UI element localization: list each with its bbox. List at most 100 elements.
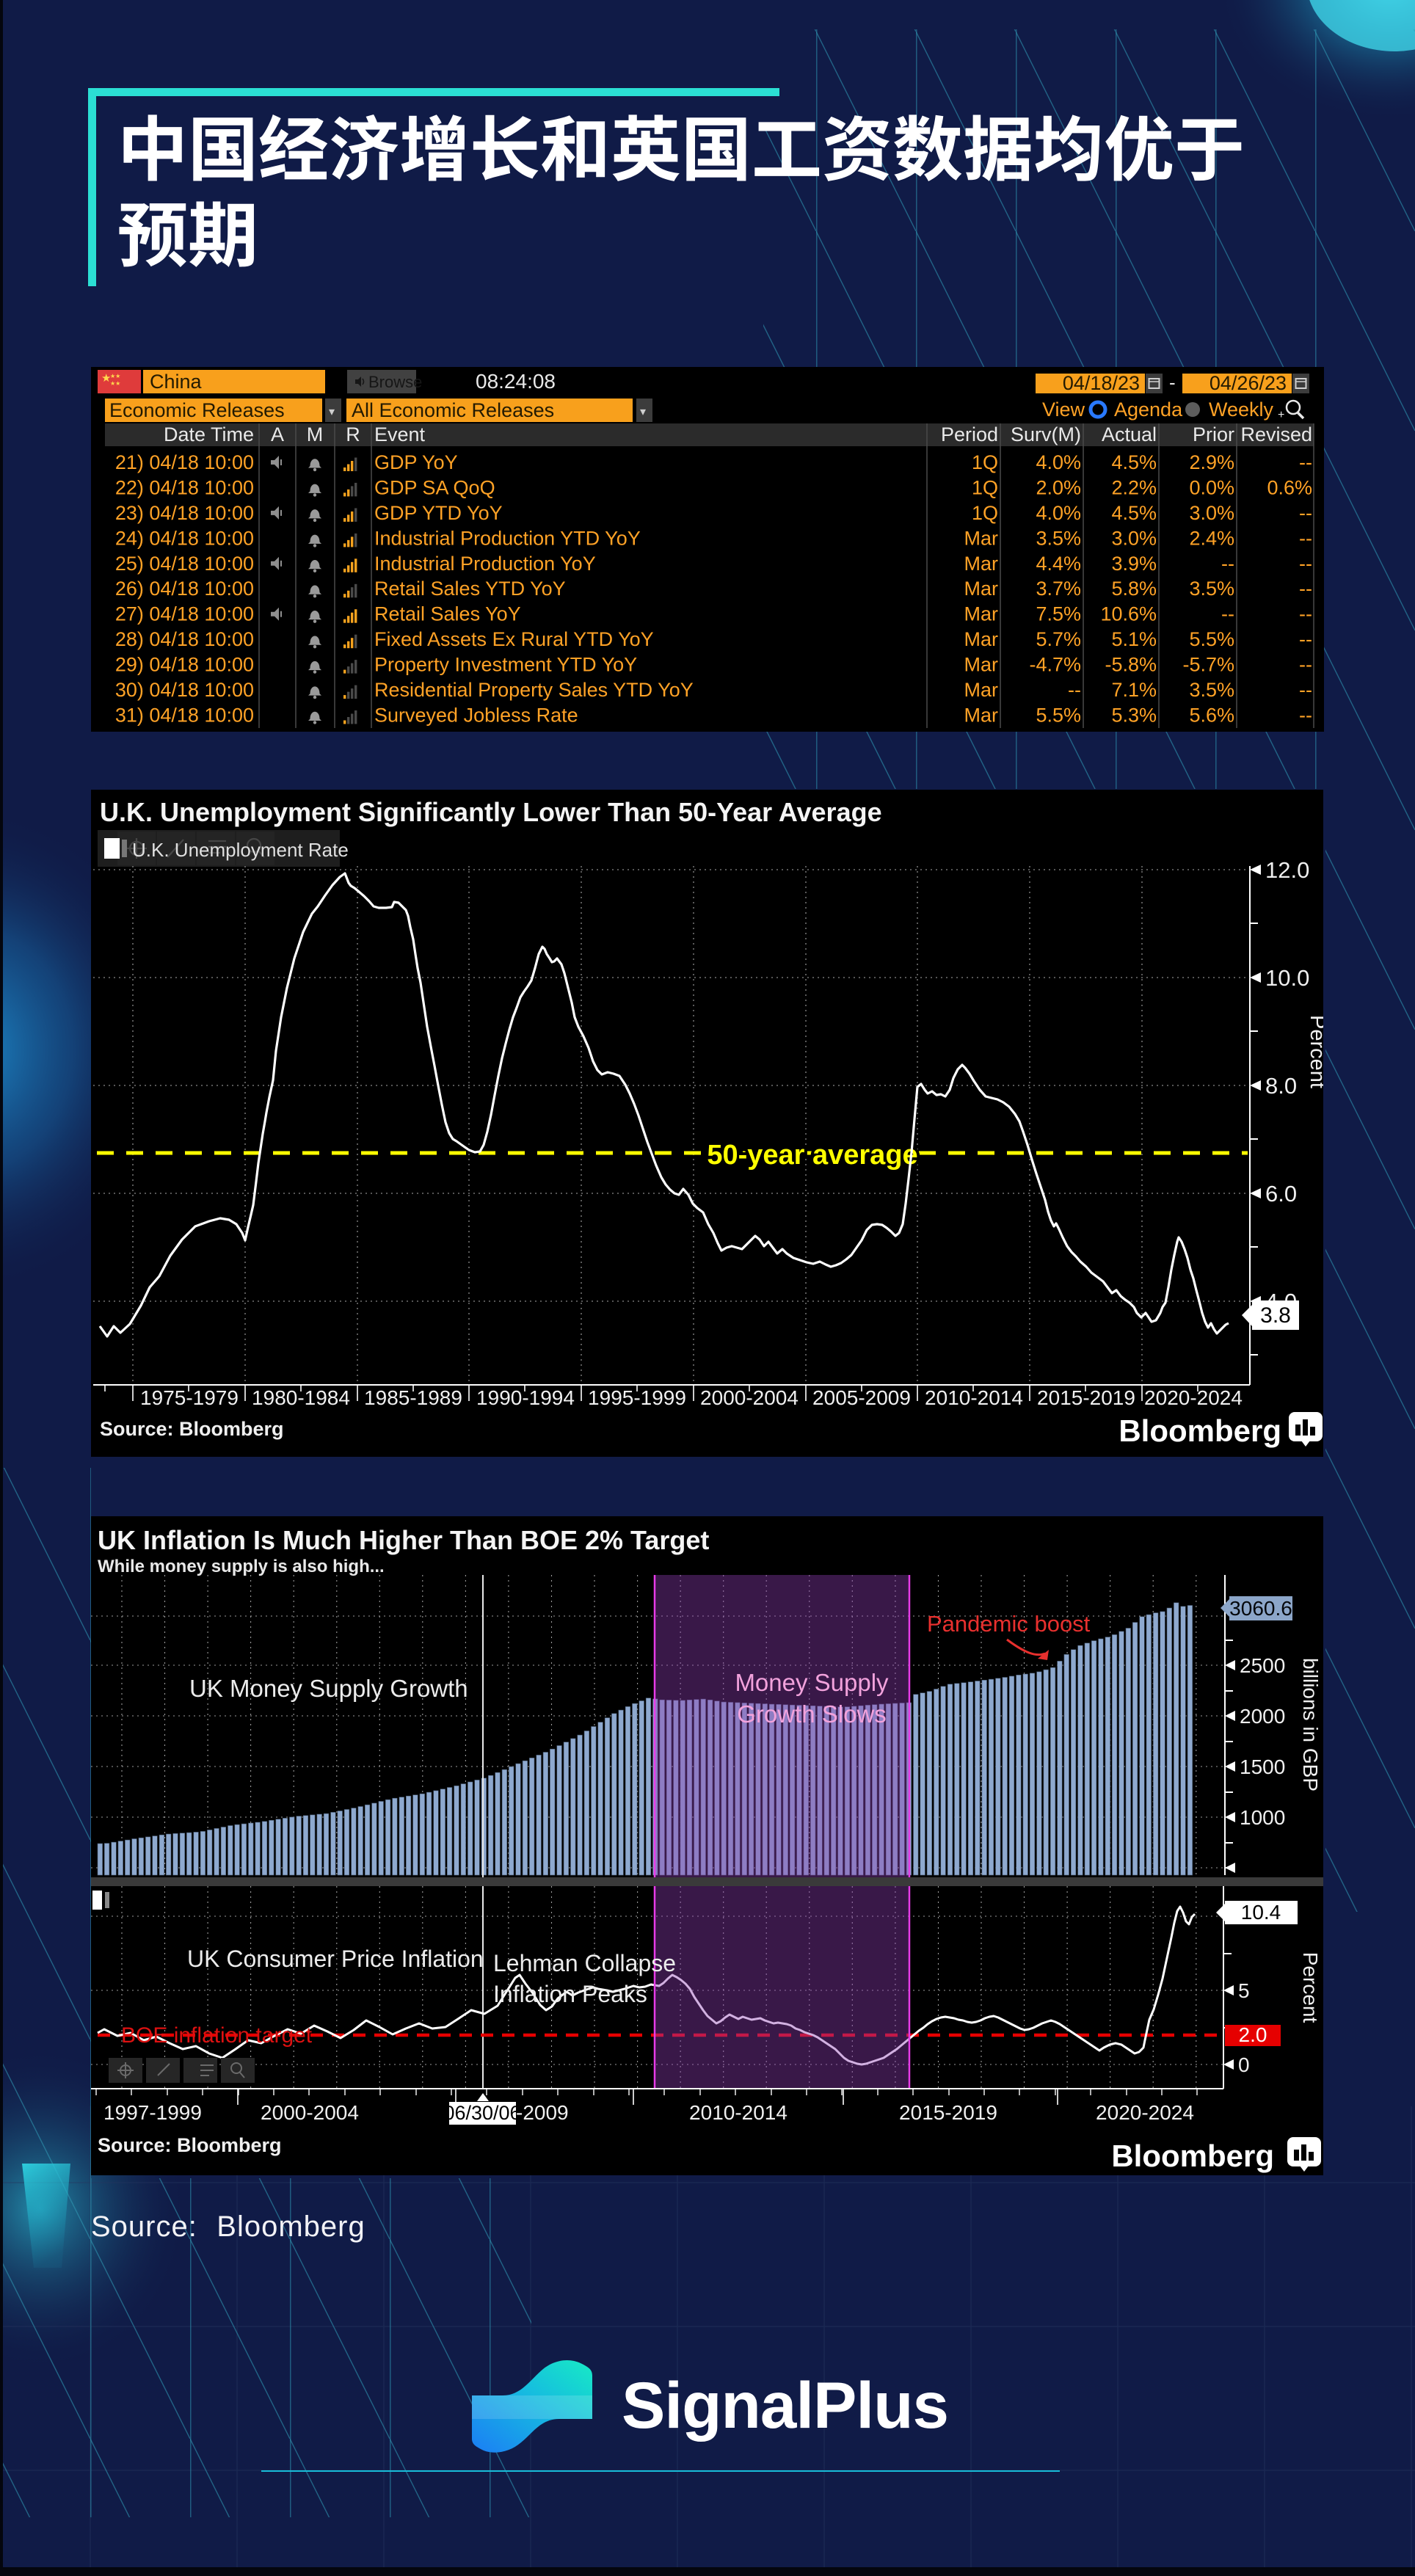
- svg-text:★★: ★★: [110, 380, 120, 387]
- svg-text:7.1%: 7.1%: [1111, 679, 1157, 701]
- svg-text:1Q: 1Q: [972, 502, 998, 524]
- svg-text:-2009: -2009: [516, 2101, 569, 2124]
- svg-text:2000-2004: 2000-2004: [261, 2101, 359, 2124]
- svg-text:Weekly: Weekly: [1209, 399, 1274, 421]
- svg-text:Actual: Actual: [1102, 423, 1157, 445]
- svg-text:--: --: [1299, 679, 1312, 701]
- svg-text:★: ★: [101, 372, 111, 385]
- svg-text:3.5%: 3.5%: [1036, 527, 1081, 549]
- svg-text:Residential Property Sales YTD: Residential Property Sales YTD YoY: [374, 679, 694, 701]
- svg-text:2.9%: 2.9%: [1189, 451, 1234, 473]
- svg-text:-4.7%: -4.7%: [1029, 654, 1081, 676]
- svg-text:▾: ▾: [329, 406, 335, 418]
- svg-text:1Q: 1Q: [972, 451, 998, 473]
- svg-text:▾: ▾: [640, 406, 646, 418]
- svg-text:4.5%: 4.5%: [1111, 451, 1157, 473]
- svg-text:7.5%: 7.5%: [1036, 603, 1081, 625]
- svg-text:All Economic Releases: All Economic Releases: [352, 399, 554, 421]
- svg-text:6.0: 6.0: [1265, 1181, 1297, 1207]
- svg-text:5.1%: 5.1%: [1111, 628, 1157, 650]
- svg-text:-5.8%: -5.8%: [1105, 654, 1157, 676]
- svg-text:Mar: Mar: [964, 628, 999, 650]
- svg-text:Mar: Mar: [964, 705, 999, 727]
- svg-text:Growth Slows: Growth Slows: [737, 1700, 887, 1728]
- svg-text:Economic Releases: Economic Releases: [109, 399, 285, 421]
- svg-text:Date Time: Date Time: [164, 423, 254, 445]
- svg-text:5.5%: 5.5%: [1036, 705, 1081, 727]
- svg-text:UK Money Supply Growth: UK Money Supply Growth: [189, 1675, 468, 1702]
- svg-text:25) 04/18 10:00: 25) 04/18 10:00: [115, 553, 254, 575]
- svg-text:1985-1989: 1985-1989: [364, 1386, 462, 1409]
- svg-text:Agenda: Agenda: [1114, 399, 1183, 421]
- svg-text:Lehman Collapse: Lehman Collapse: [493, 1950, 676, 1976]
- svg-text:1500: 1500: [1240, 1755, 1285, 1778]
- svg-text:Retail Sales YTD YoY: Retail Sales YTD YoY: [374, 578, 566, 600]
- svg-text:1980-1984: 1980-1984: [252, 1386, 350, 1409]
- svg-text:4.4%: 4.4%: [1036, 553, 1081, 575]
- svg-text:Money Supply: Money Supply: [735, 1669, 889, 1696]
- svg-text:Source: Bloomberg: Source: Bloomberg: [98, 2134, 282, 2156]
- svg-text:5.6%: 5.6%: [1189, 705, 1234, 727]
- svg-text:10.6%: 10.6%: [1100, 603, 1157, 625]
- svg-text:China: China: [150, 371, 203, 393]
- svg-text:0: 0: [1238, 2053, 1250, 2076]
- svg-text:5.8%: 5.8%: [1111, 578, 1157, 600]
- svg-text:Mar: Mar: [964, 553, 999, 575]
- svg-text:26) 04/18 10:00: 26) 04/18 10:00: [115, 578, 254, 600]
- svg-text:Mar: Mar: [964, 603, 999, 625]
- svg-text:27) 04/18 10:00: 27) 04/18 10:00: [115, 603, 254, 625]
- svg-text:04/26/23: 04/26/23: [1210, 372, 1287, 394]
- svg-text:Revised: Revised: [1240, 423, 1312, 445]
- svg-text:3.5%: 3.5%: [1189, 679, 1234, 701]
- svg-text:3.0%: 3.0%: [1111, 527, 1157, 549]
- svg-text:Pandemic boost: Pandemic boost: [927, 1611, 1091, 1637]
- svg-text:8.0: 8.0: [1265, 1073, 1297, 1099]
- svg-text:Mar: Mar: [964, 578, 999, 600]
- svg-text:5: 5: [1238, 1979, 1250, 2002]
- svg-text:Percent: Percent: [1306, 1015, 1323, 1088]
- svg-text:06/30/06: 06/30/06: [443, 2102, 520, 2124]
- svg-text:GDP YTD YoY: GDP YTD YoY: [374, 502, 503, 524]
- svg-text:Prior: Prior: [1193, 423, 1234, 445]
- svg-text:Industrial Production YoY: Industrial Production YoY: [374, 553, 596, 575]
- svg-text:10.0: 10.0: [1265, 965, 1309, 991]
- svg-text:Bloomberg: Bloomberg: [1111, 2139, 1274, 2173]
- svg-text:--: --: [1299, 628, 1312, 650]
- svg-text:10.4: 10.4: [1241, 1901, 1281, 1924]
- svg-text:2500: 2500: [1240, 1654, 1285, 1677]
- svg-text:--: --: [1299, 527, 1312, 549]
- svg-text:0.0%: 0.0%: [1189, 476, 1234, 498]
- svg-text:4.0%: 4.0%: [1036, 451, 1081, 473]
- svg-text:Event: Event: [374, 423, 426, 445]
- svg-text:--: --: [1068, 679, 1081, 701]
- svg-text:--: --: [1299, 603, 1312, 625]
- svg-text:A: A: [271, 423, 284, 445]
- svg-text:U.K. Unemployment Significantl: U.K. Unemployment Significantly Lower Th…: [100, 797, 882, 827]
- svg-text:--: --: [1299, 654, 1312, 676]
- svg-text:Property Investment YTD YoY: Property Investment YTD YoY: [374, 654, 637, 676]
- svg-text:2010-2014: 2010-2014: [925, 1386, 1023, 1409]
- svg-text:2020-2024: 2020-2024: [1144, 1386, 1243, 1409]
- svg-text:2.2%: 2.2%: [1111, 476, 1157, 498]
- svg-text:Bloomberg: Bloomberg: [1118, 1413, 1281, 1448]
- svg-text:3.0%: 3.0%: [1189, 502, 1234, 524]
- svg-text:3.9%: 3.9%: [1111, 553, 1157, 575]
- svg-text:2000: 2000: [1240, 1705, 1285, 1728]
- svg-text:U.K. Unemployment Rate: U.K. Unemployment Rate: [132, 839, 349, 861]
- svg-text:Surv(M): Surv(M): [1011, 423, 1081, 445]
- svg-text:★★: ★★: [110, 373, 120, 379]
- svg-text:UK Inflation Is Much Higher Th: UK Inflation Is Much Higher Than BOE 2% …: [98, 1525, 709, 1555]
- svg-text:Source: Bloomberg: Source: Bloomberg: [100, 1418, 284, 1440]
- svg-text:0.6%: 0.6%: [1267, 476, 1312, 498]
- svg-text:1Q: 1Q: [972, 476, 998, 498]
- svg-text:4.0%: 4.0%: [1036, 502, 1081, 524]
- svg-text:--: --: [1299, 705, 1312, 727]
- svg-text:31) 04/18 10:00: 31) 04/18 10:00: [115, 705, 254, 727]
- svg-text:24) 04/18 10:00: 24) 04/18 10:00: [115, 527, 254, 549]
- svg-text:1997-1999: 1997-1999: [103, 2101, 202, 2124]
- svg-text:--: --: [1299, 502, 1312, 524]
- svg-text:GDP SA QoQ: GDP SA QoQ: [374, 476, 495, 498]
- svg-text:29) 04/18 10:00: 29) 04/18 10:00: [115, 654, 254, 676]
- svg-text:22) 04/18 10:00: 22) 04/18 10:00: [115, 476, 254, 498]
- svg-text:View: View: [1042, 399, 1085, 421]
